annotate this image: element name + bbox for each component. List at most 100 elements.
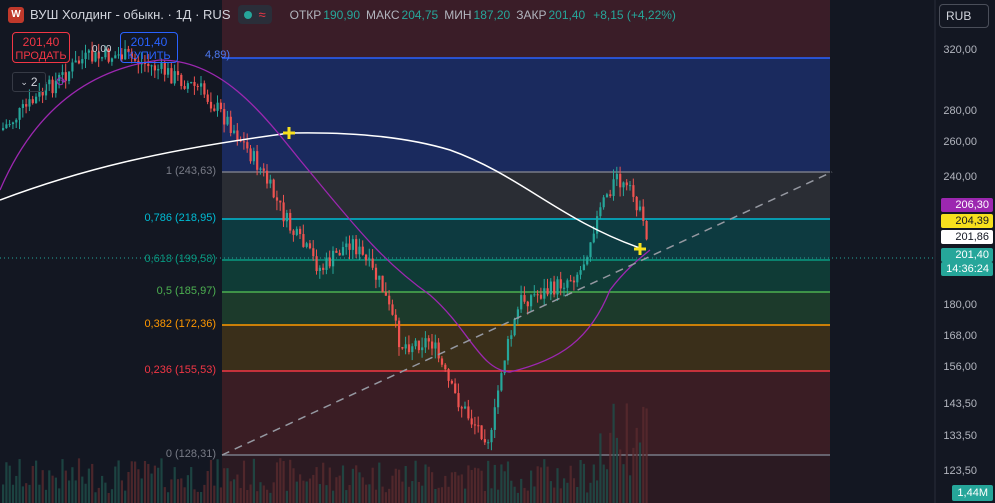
candle-body <box>259 168 262 170</box>
refresh-icon[interactable]: ⟳ <box>56 74 67 89</box>
candle-body <box>213 108 216 111</box>
volume-bar <box>68 480 71 503</box>
candle-body <box>477 425 480 427</box>
candle-body <box>510 335 513 340</box>
volume-bar <box>530 470 533 503</box>
candle-body <box>506 339 510 361</box>
volume-bar <box>196 491 199 503</box>
candle-body <box>219 102 222 110</box>
volume-bar <box>160 458 163 503</box>
candle-body <box>335 250 338 253</box>
candle-body <box>196 85 199 87</box>
volume-bar <box>632 447 635 503</box>
volume-bar <box>299 474 302 503</box>
candle-body <box>605 194 609 198</box>
volume-bar <box>87 468 90 503</box>
volume-bar <box>25 483 28 503</box>
volume-bar <box>183 487 186 503</box>
candle-body <box>256 151 259 170</box>
buy-label: КУПИТЬ <box>127 50 171 62</box>
candle-body <box>599 207 602 217</box>
volume-bar <box>388 488 391 503</box>
candle-body <box>147 63 150 67</box>
candle-body <box>638 206 642 211</box>
volume-bar <box>110 489 114 503</box>
candle-body <box>190 82 193 84</box>
volume-bar <box>546 466 549 503</box>
volume-bar <box>203 484 206 503</box>
volume-bar <box>74 480 77 503</box>
volume-bar <box>48 470 51 503</box>
volume-bar <box>140 478 143 503</box>
volume-bar <box>302 480 305 503</box>
buy-button[interactable]: 201,40 КУПИТЬ <box>120 32 178 63</box>
volume-bar <box>101 475 104 503</box>
volume-bar <box>477 468 480 503</box>
volume-bar <box>124 490 127 503</box>
fib-level-label: 0,786 (218,95) <box>144 212 216 224</box>
volume-bar <box>345 490 348 503</box>
volume-bar <box>572 478 576 503</box>
volume-bar <box>642 406 645 503</box>
candle-body <box>421 347 424 351</box>
candle-body <box>157 68 160 71</box>
candle-body <box>338 252 341 256</box>
candle-body <box>35 96 38 104</box>
candle-body <box>285 212 288 222</box>
volume-bar <box>549 481 552 503</box>
volume-bar <box>625 403 628 503</box>
volume-bar <box>51 475 54 503</box>
candle-body <box>236 130 239 141</box>
candle-body <box>539 294 543 299</box>
volume-bar <box>41 470 44 503</box>
candle-body <box>44 84 48 96</box>
price-axis-label: 240,00 <box>943 171 977 183</box>
volume-bar <box>398 469 401 503</box>
currency-select[interactable]: RUB <box>939 4 989 28</box>
volume-bar <box>157 467 160 503</box>
volume-bar <box>338 475 341 503</box>
candle-body <box>503 360 506 374</box>
fib-level-label: 0,5 (185,97) <box>156 285 216 297</box>
candle-body <box>315 256 318 272</box>
volume-bar <box>609 432 612 503</box>
candle-body <box>609 194 612 197</box>
volume-bar <box>325 485 328 503</box>
indicator-toggle[interactable]: ⌄ 2 <box>12 72 46 92</box>
volume-bar <box>11 484 15 503</box>
price-tag: 201,40 <box>941 248 993 262</box>
candle-body <box>407 344 411 353</box>
fib-zone <box>222 325 830 371</box>
candle-body <box>120 54 123 60</box>
volume-bar <box>434 488 437 503</box>
volume-bar <box>464 488 467 503</box>
volume-bar <box>117 460 120 503</box>
candle-body <box>269 179 272 184</box>
candle-body <box>87 50 90 53</box>
volume-bar <box>368 484 371 503</box>
ohlc-key: МИН <box>444 7 472 22</box>
volume-bar <box>54 477 57 503</box>
sell-button[interactable]: 201,40 ПРОДАТЬ <box>12 32 70 63</box>
candle-body <box>114 55 117 59</box>
candle-body <box>582 264 585 271</box>
candle-body <box>61 72 64 75</box>
volume-bar <box>424 464 427 503</box>
candle-body <box>110 58 114 62</box>
fib-level-label: 1 (243,63) <box>165 165 216 177</box>
symbol-title[interactable]: ВУШ Холдинг - обыкн. · 1Д · RUS <box>30 7 231 22</box>
volume-bar <box>229 481 232 503</box>
candle-body <box>239 140 242 142</box>
volume-bar <box>543 459 546 503</box>
volume-bar <box>21 486 24 503</box>
volume-bar <box>209 459 213 503</box>
candle-body <box>38 91 41 97</box>
candle-body <box>308 243 312 249</box>
volume-bar <box>266 489 269 503</box>
volume-bar <box>493 464 496 503</box>
market-status[interactable]: ≈ <box>238 5 272 24</box>
candle-body <box>381 275 384 293</box>
candle-body <box>58 74 61 81</box>
